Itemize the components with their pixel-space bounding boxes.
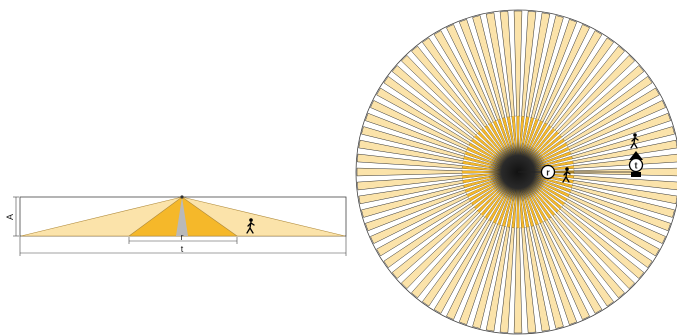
range-marker: t — [628, 151, 644, 177]
range-label-t-top: t — [635, 161, 638, 171]
center-label-r: r — [546, 168, 550, 178]
center-marker — [540, 164, 556, 180]
sensor-dot — [180, 195, 184, 199]
detection-ray — [356, 167, 519, 177]
top-view: r t — [355, 9, 677, 335]
radius-label-r: r — [181, 232, 184, 242]
detection-ray — [513, 171, 523, 334]
range-label-t: t — [181, 244, 184, 254]
detection-ray — [513, 10, 523, 173]
arrow-up-icon — [629, 151, 643, 160]
sensor-cone — [176, 197, 188, 236]
height-label-a: A — [5, 214, 15, 220]
side-view: A r t — [5, 195, 347, 256]
detection-ray — [517, 171, 677, 191]
